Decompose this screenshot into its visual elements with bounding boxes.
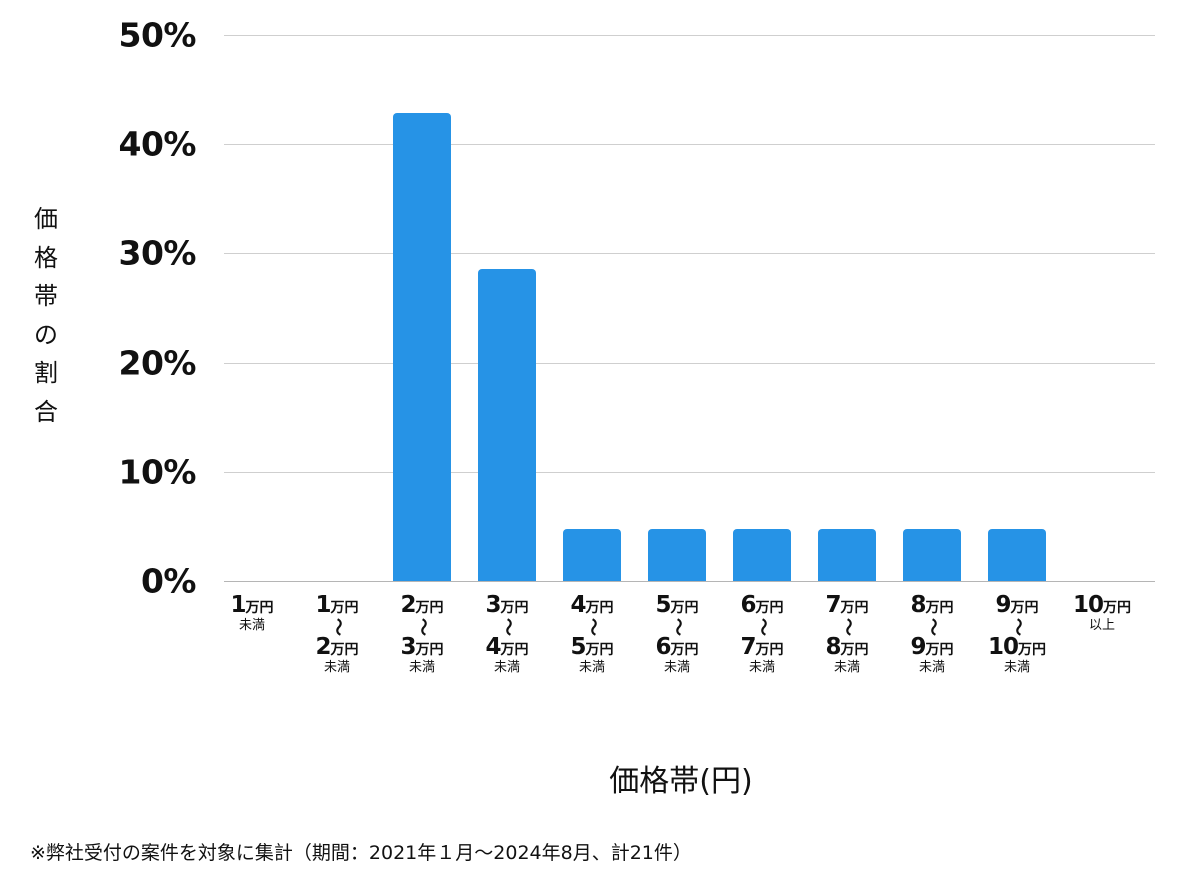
gridline [224,581,1155,582]
bar [733,528,791,581]
x-axis-label: 価格帯(円) [609,764,753,799]
range-tilde: 〜 [497,618,518,636]
y-tick-label: 10% [118,452,197,492]
range-tilde: 〜 [752,618,773,636]
range-tilde: 〜 [922,618,943,636]
range-tilde: 〜 [327,618,348,636]
range-tilde: 〜 [837,618,858,636]
range-tilde: 〜 [582,618,603,636]
x-tick-label: 6万円〜 7万円 未満 [720,594,804,675]
range-tilde: 〜 [1007,618,1028,636]
range-tilde: 〜 [667,618,688,636]
x-tick-label: 7万円〜 8万円 未満 [805,594,889,675]
x-tick-label: 3万円〜 4万円 未満 [465,594,549,675]
plot-area [224,35,1155,582]
x-tick-label: 2万円〜 3万円 未満 [380,594,464,675]
range-tilde: 〜 [412,618,433,636]
footnote: ※弊社受付の案件を対象に集計（期間：2021年１月〜2024年8月、計21件） [30,842,692,864]
x-tick-label: 1万円 未満 [230,592,274,633]
bar [988,528,1046,581]
x-tick-label: 5万円〜 6万円 未満 [635,594,719,675]
bar [478,268,536,581]
x-tick-label: 1万円〜 2万円 未満 [295,594,379,675]
y-tick-label: 20% [118,343,197,383]
gridline [224,253,1155,255]
bar [563,528,621,581]
y-tick-label: 0% [140,561,197,601]
x-tick-label: 4万円〜 5万円 未満 [550,594,634,675]
x-tick-label: 10万円 以上 [1072,592,1131,633]
bar [393,112,451,581]
bar [903,528,961,581]
gridline [224,471,1155,473]
y-tick-label: 30% [118,233,197,273]
gridline [224,144,1155,146]
y-tick-label: 40% [118,124,197,164]
gridline [224,362,1155,364]
y-tick-label: 50% [118,15,197,55]
gridline [224,35,1155,36]
y-axis-label: 価格帯の割合 [34,205,58,426]
bar [818,528,876,581]
x-tick-label: 8万円〜 9万円 未満 [890,594,974,675]
x-tick-label: 9万円〜 10万円 未満 [975,594,1059,675]
bar [648,528,706,581]
